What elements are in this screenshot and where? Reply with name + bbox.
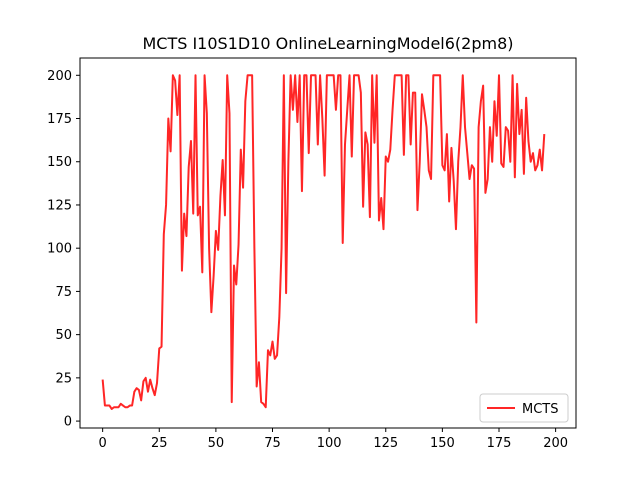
series-line-mcts [101, 74, 546, 410]
y-tick-label: 150 [47, 155, 72, 170]
y-tick-label: 125 [47, 198, 72, 213]
y-tick-label: 100 [47, 242, 72, 257]
x-axis: 0 25 50 75 100 125 150 175 200 [99, 428, 568, 451]
y-tick-label: 25 [55, 371, 72, 386]
x-tick-label: 50 [208, 436, 225, 451]
chart-title: MCTS I10S1D10 OnlineLearningModel6(2pm8) [142, 34, 513, 53]
y-tick-label: 50 [55, 328, 72, 343]
x-tick-label: 150 [430, 436, 455, 451]
x-tick-label: 200 [543, 436, 568, 451]
plot-frame [79, 57, 577, 429]
y-tick-label: 75 [55, 285, 72, 300]
legend-label-mcts: MCTS [522, 402, 559, 417]
x-tick-label: 25 [151, 436, 168, 451]
x-tick-label: 125 [373, 436, 398, 451]
y-axis: 0 25 50 75 100 125 150 175 200 [47, 69, 80, 430]
x-tick-label: 175 [487, 436, 512, 451]
x-tick-label: 75 [264, 436, 281, 451]
y-tick-label: 200 [47, 69, 72, 84]
y-tick-label: 0 [64, 415, 72, 430]
legend-box [479, 393, 569, 423]
plot-area: 0 25 50 75 100 125 150 175 200 0 25 50 75 100 125 150 1… [47, 57, 577, 451]
legend: MCTS [479, 393, 569, 423]
y-tick-label: 175 [47, 112, 72, 127]
x-tick-label: 100 [317, 436, 342, 451]
series-layer [101, 74, 546, 410]
x-tick-label: 0 [99, 436, 107, 451]
